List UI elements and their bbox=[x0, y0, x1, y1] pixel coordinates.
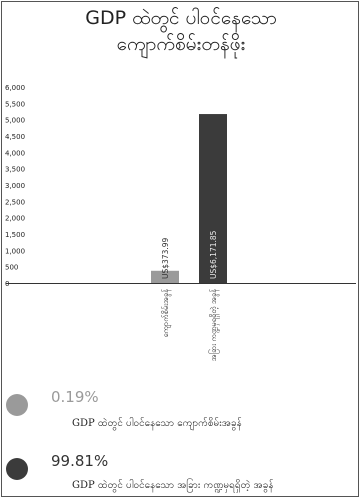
y-tick-label: 5,000 bbox=[5, 117, 25, 125]
bar-chart: 05001,0001,5002,0002,5003,0003,5004,0004… bbox=[5, 84, 356, 361]
data-label-1: US$6,171.85 bbox=[209, 230, 218, 279]
bar-0 bbox=[151, 270, 179, 283]
y-tick-label: 5,500 bbox=[5, 100, 25, 108]
y-tick-label: 2,000 bbox=[5, 215, 25, 223]
legend-label-other: GDP ထဲတွင် ပါဝင်နေသော အခြား ကဏ္ဍမှရရှိတဲ… bbox=[72, 480, 274, 491]
y-tick-label: 6,000 bbox=[5, 84, 25, 92]
y-tick-label: 1,500 bbox=[5, 231, 25, 239]
legend-percent-jade: 0.19% bbox=[51, 388, 99, 406]
legend-percent-other: 99.81% bbox=[51, 452, 109, 470]
y-tick-label: 4,500 bbox=[5, 133, 25, 141]
category-label-0: ကျောက်စိမ်းအခွန် bbox=[161, 289, 171, 338]
y-tick-label: 500 bbox=[5, 264, 18, 272]
data-label-0: US$373.99 bbox=[161, 238, 170, 279]
chart-title-line-1: GDP ထဲတွင် ပါဝင်နေသော bbox=[85, 7, 277, 29]
y-tick-label: 4,000 bbox=[5, 149, 25, 157]
y-tick-label: 3,000 bbox=[5, 182, 25, 190]
y-tick-label: 3,500 bbox=[5, 166, 25, 174]
chart-title-line-2: ကျောက်စိမ်းတန်ဖိုး bbox=[116, 33, 246, 55]
legend-swatch-jade bbox=[6, 394, 28, 416]
y-tick-label: 1,000 bbox=[5, 247, 25, 255]
legend-label-jade: GDP ထဲတွင် ပါဝင်နေသော ကျောက်စိမ်းအခွန် bbox=[72, 418, 242, 429]
bar-1 bbox=[199, 114, 227, 283]
category-label-1: အခြား ကဏ္ဍမှရရှိတဲ့ အခွန် bbox=[209, 289, 219, 361]
y-tick-label: 2,500 bbox=[5, 198, 25, 206]
legend-swatch-other bbox=[6, 458, 28, 480]
